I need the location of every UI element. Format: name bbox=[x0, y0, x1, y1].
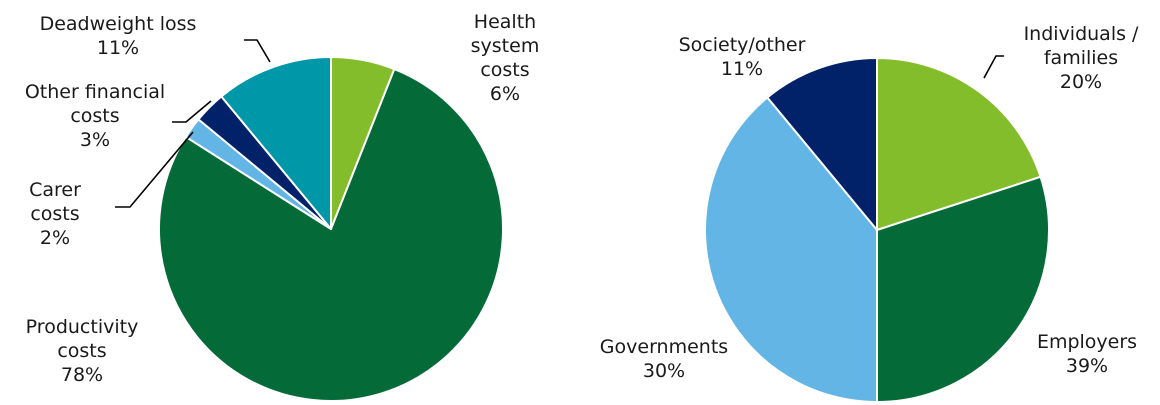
slice-category-label: Deadweight loss bbox=[40, 13, 197, 35]
slice-category-label: Employers bbox=[1037, 331, 1137, 353]
slice-category-label: Other financial bbox=[25, 81, 165, 103]
slice-label-health-system-costs: Health system costs 6% bbox=[471, 11, 540, 105]
slice-label-other-financial-costs: Other financial costs 3% bbox=[25, 81, 165, 151]
leader-line-other-financial-costs bbox=[172, 100, 212, 123]
pie-slice-productivity-costs bbox=[158, 68, 505, 403]
pie-chart-2: Individuals / families 20% Employers 39% Gove… bbox=[600, 23, 1139, 403]
pie-slice-governments bbox=[703, 96, 878, 403]
slice-value-label: 20% bbox=[1060, 71, 1102, 93]
pie-slice-individuals-families bbox=[876, 57, 1042, 231]
slice-value-label: 11% bbox=[97, 37, 139, 59]
slice-category-label: costs bbox=[480, 59, 529, 81]
slice-value-label: 2% bbox=[40, 227, 70, 249]
slice-category-label: families bbox=[1044, 47, 1118, 69]
slice-category-label: system bbox=[471, 35, 540, 57]
slice-category-label: costs bbox=[70, 105, 119, 127]
slice-label-governments: Governments 30% bbox=[600, 336, 728, 382]
slice-label-carer-costs: Carer costs 2% bbox=[29, 179, 81, 249]
slice-value-label: 6% bbox=[490, 83, 520, 105]
slice-category-label: Governments bbox=[600, 336, 728, 358]
slice-label-deadweight-loss: Deadweight loss 11% bbox=[40, 13, 197, 59]
leader-line-individuals-families bbox=[983, 55, 1004, 79]
slice-value-label: 78% bbox=[61, 364, 103, 386]
pie-slice-deadweight-loss bbox=[220, 56, 332, 230]
slice-label-society-other: Society/other 11% bbox=[679, 34, 806, 80]
pie-chart-1: Health system costs 6%Productivity costs 78%C… bbox=[25, 11, 540, 403]
pie-slice-society-other bbox=[766, 57, 878, 231]
pie-slice-employers bbox=[876, 175, 1050, 403]
slice-label-individuals-families: Individuals / families 20% bbox=[1024, 23, 1139, 93]
slice-category-label: Health bbox=[474, 11, 536, 33]
slice-label-productivity-costs: Productivity costs 78% bbox=[26, 316, 139, 386]
slice-category-label: costs bbox=[30, 203, 79, 225]
slice-value-label: 3% bbox=[80, 129, 110, 151]
leader-line-carer-costs bbox=[115, 131, 194, 208]
slice-category-label: Individuals / bbox=[1024, 23, 1139, 45]
slice-value-label: 11% bbox=[721, 58, 763, 80]
slice-category-label: Carer bbox=[29, 179, 81, 201]
leader-line-deadweight-loss bbox=[244, 39, 271, 63]
slice-category-label: Society/other bbox=[679, 34, 806, 56]
slice-category-label: costs bbox=[57, 340, 106, 362]
slice-label-employers: Employers 39% bbox=[1037, 331, 1137, 377]
slice-value-label: 39% bbox=[1066, 355, 1108, 377]
slice-category-label: Productivity bbox=[26, 316, 139, 338]
slice-value-label: 30% bbox=[643, 360, 685, 382]
